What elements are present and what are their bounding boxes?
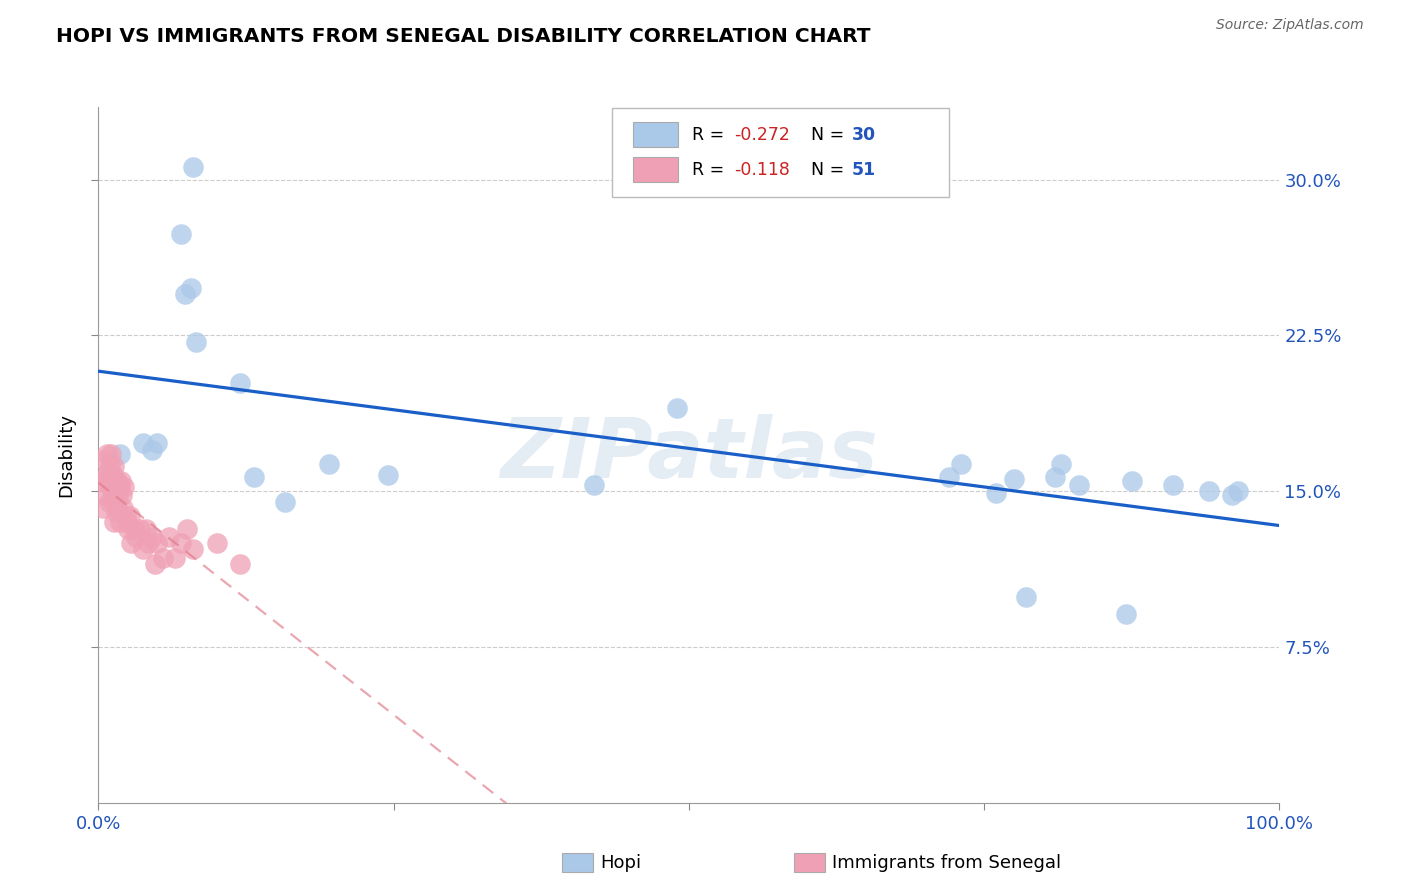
Point [135, 522, 157, 536]
Text: Source: ZipAtlas.com: Source: ZipAtlas.com [1216, 18, 1364, 32]
Point [152, 550, 174, 565]
Text: Immigrants from Senegal: Immigrants from Senegal [832, 854, 1062, 871]
Point [170, 227, 193, 241]
Point [120, 509, 142, 524]
Point [984, 486, 1007, 500]
Point [100, 467, 122, 482]
Point [96, 447, 118, 461]
FancyBboxPatch shape [612, 109, 949, 197]
Point [94, 488, 117, 502]
Point [141, 530, 163, 544]
Point [115, 516, 138, 530]
Point [112, 480, 135, 494]
Point [103, 459, 125, 474]
Point [93, 453, 115, 467]
Point [101, 467, 124, 482]
Point [108, 447, 131, 461]
Point [117, 522, 139, 536]
Point [1227, 484, 1250, 499]
Point [176, 522, 198, 536]
Point [121, 536, 143, 550]
Point [1220, 488, 1243, 502]
Point [1161, 478, 1184, 492]
Point [1115, 607, 1137, 621]
Point [181, 161, 204, 175]
Point [93, 474, 115, 488]
Point [186, 334, 208, 349]
Text: R =: R = [693, 161, 724, 178]
Text: ZIPatlas: ZIPatlas [501, 415, 877, 495]
Point [105, 474, 128, 488]
Point [110, 474, 132, 488]
Point [1050, 457, 1073, 471]
Text: N =: N = [811, 126, 844, 144]
Point [101, 488, 124, 502]
Point [97, 474, 120, 488]
Text: Hopi: Hopi [600, 854, 641, 871]
Point [949, 457, 972, 471]
Point [274, 494, 297, 508]
Text: N =: N = [811, 161, 844, 178]
FancyBboxPatch shape [634, 157, 678, 182]
Point [143, 557, 166, 571]
Point [98, 463, 121, 477]
Point [1002, 472, 1025, 486]
Text: 51: 51 [852, 161, 876, 178]
Point [132, 542, 155, 557]
Point [104, 488, 127, 502]
Text: -0.118: -0.118 [734, 161, 790, 178]
Point [180, 281, 202, 295]
Point [1121, 474, 1143, 488]
Point [122, 522, 145, 536]
Point [666, 401, 689, 416]
Point [111, 488, 134, 502]
Text: 30: 30 [852, 126, 876, 144]
Point [1067, 478, 1090, 492]
Point [229, 557, 252, 571]
Point [173, 287, 195, 301]
Point [318, 457, 340, 471]
Point [98, 494, 121, 508]
Point [105, 474, 128, 488]
Point [583, 478, 606, 492]
Point [229, 376, 252, 391]
Point [181, 542, 204, 557]
Point [125, 530, 148, 544]
Point [243, 469, 266, 483]
Point [105, 505, 128, 519]
Point [132, 436, 155, 450]
Point [103, 516, 125, 530]
Point [205, 536, 228, 550]
Point [1198, 484, 1220, 499]
Point [1014, 590, 1036, 604]
Point [377, 467, 399, 482]
Point [98, 480, 121, 494]
Point [146, 436, 169, 450]
Point [146, 536, 169, 550]
Text: HOPI VS IMMIGRANTS FROM SENEGAL DISABILITY CORRELATION CHART: HOPI VS IMMIGRANTS FROM SENEGAL DISABILI… [56, 27, 870, 45]
Point [114, 509, 136, 524]
FancyBboxPatch shape [634, 122, 678, 147]
Point [128, 522, 150, 536]
Text: -0.272: -0.272 [734, 126, 790, 144]
Point [96, 467, 118, 482]
Point [100, 447, 122, 461]
Point [112, 500, 135, 515]
Point [91, 500, 114, 515]
Point [1043, 469, 1066, 483]
Point [938, 469, 960, 483]
Point [108, 480, 131, 494]
Point [136, 536, 159, 550]
Point [165, 550, 187, 565]
Point [170, 536, 193, 550]
Y-axis label: Disability: Disability [58, 413, 76, 497]
Point [157, 530, 180, 544]
Point [98, 457, 121, 471]
Text: R =: R = [693, 126, 724, 144]
Point [105, 500, 128, 515]
Point [141, 442, 163, 457]
Point [107, 488, 129, 502]
Point [108, 516, 131, 530]
